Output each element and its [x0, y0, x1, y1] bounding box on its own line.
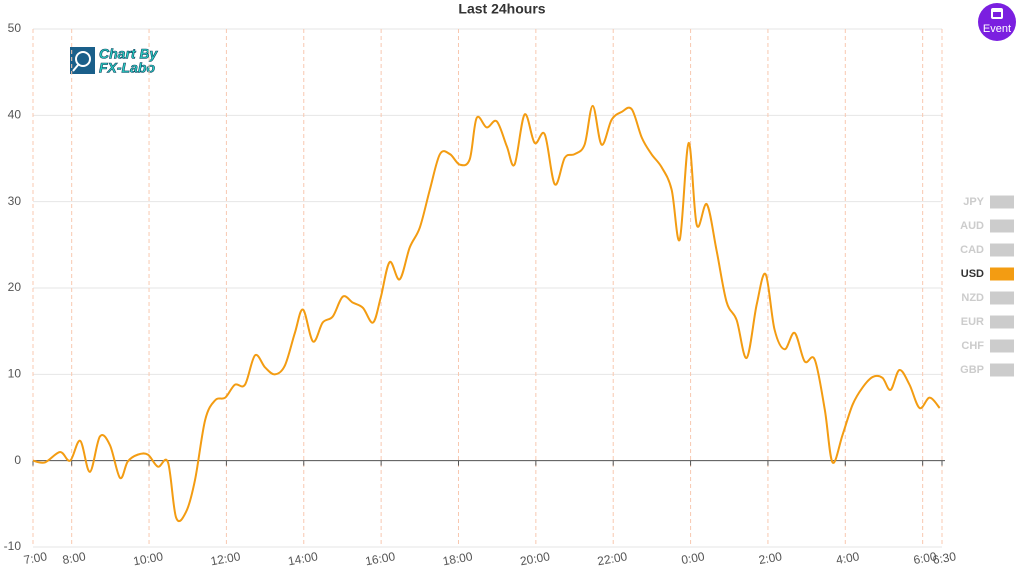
x-tick-label: 20:00	[519, 549, 551, 567]
x-tick-label: 6:30	[932, 549, 958, 567]
legend-label: CHF	[961, 340, 984, 352]
logo: Chart By FX-Labo	[70, 45, 159, 76]
legend-label: CAD	[960, 244, 984, 256]
logo-text: Chart By	[99, 46, 159, 62]
x-tick-label: 6:00	[912, 549, 938, 567]
y-tick-label: 0	[14, 453, 21, 467]
x-tick-label: 14:00	[287, 549, 319, 567]
logo-text: FX-Labo	[99, 60, 155, 76]
x-tick-label: 8:00	[61, 549, 87, 567]
logo-icon	[72, 64, 79, 72]
legend-swatch	[990, 243, 1014, 257]
x-tick-label: 12:00	[209, 549, 241, 567]
legend-swatch	[990, 219, 1014, 233]
legend-swatch	[990, 267, 1014, 281]
legend-label: JPY	[963, 196, 984, 208]
x-tick-label: 18:00	[442, 549, 474, 567]
legend-label: EUR	[961, 316, 984, 328]
y-tick-label: 40	[8, 108, 22, 122]
legend-swatch	[990, 339, 1014, 353]
legend-swatch	[990, 291, 1014, 305]
legend-swatch	[990, 195, 1014, 209]
x-tick-label: 0:00	[680, 549, 706, 567]
legend-label: GBP	[960, 364, 984, 376]
event-button-bg[interactable]	[978, 3, 1016, 41]
legend-label: AUD	[960, 220, 984, 232]
y-tick-label: 50	[8, 21, 22, 35]
event-button[interactable]: Event	[978, 3, 1016, 41]
y-tick-label: 30	[8, 194, 22, 208]
x-tick-label: 10:00	[132, 549, 164, 567]
x-tick-label: 2:00	[758, 549, 784, 567]
legend-swatch	[990, 315, 1014, 329]
y-tick-label: -10	[4, 539, 22, 553]
y-tick-label: 20	[8, 280, 22, 294]
x-tick-label: 7:00	[23, 549, 49, 567]
chart-title: Last 24hours	[458, 1, 545, 17]
legend-swatch	[990, 363, 1014, 377]
data-line	[32, 104, 941, 523]
event-label[interactable]: Event	[983, 23, 1011, 35]
x-tick-label: 16:00	[364, 549, 396, 567]
x-tick-label: 4:00	[835, 549, 861, 567]
y-tick-label: 10	[8, 367, 22, 381]
logo-icon	[75, 51, 91, 67]
legend-label: NZD	[961, 292, 984, 304]
event-icon	[993, 12, 1001, 17]
legend-label: USD	[961, 268, 984, 280]
x-tick-label: 22:00	[596, 549, 628, 567]
